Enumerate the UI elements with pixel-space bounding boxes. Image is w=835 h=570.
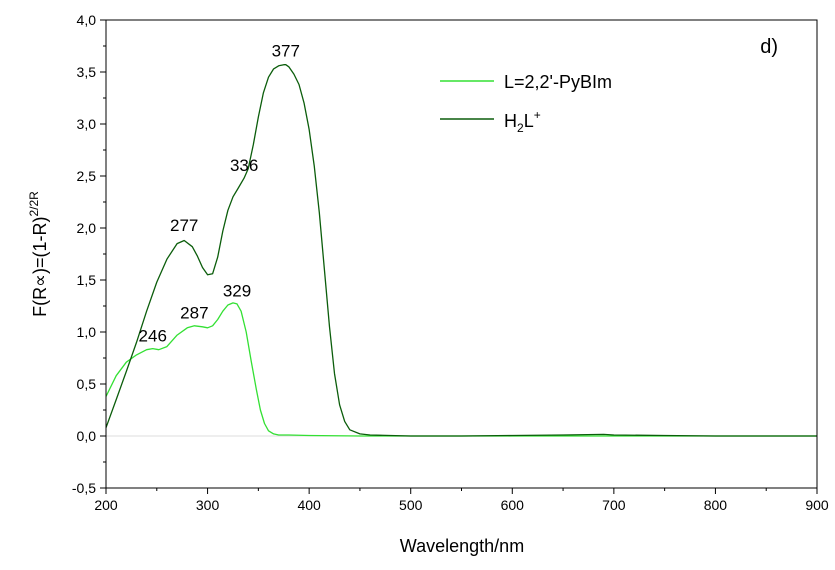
y-tick-label: -0,5 bbox=[72, 480, 96, 496]
x-tick-label: 400 bbox=[297, 497, 321, 513]
legend-h2l-sup: + bbox=[534, 108, 541, 122]
x-tick-label: 600 bbox=[501, 497, 525, 513]
y-axis-title-mid: )=(1-R) bbox=[30, 217, 50, 275]
x-tick-label: 300 bbox=[196, 497, 220, 513]
x-tick-label: 900 bbox=[805, 497, 829, 513]
series-layer bbox=[105, 64, 817, 437]
series-line-pybim bbox=[105, 302, 817, 437]
peak-label: 377 bbox=[272, 41, 300, 60]
y-tick-label: 0,0 bbox=[77, 428, 97, 444]
x-tick-label: 700 bbox=[602, 497, 626, 513]
legend: L=2,2'-PyBIm H2L+ bbox=[440, 72, 612, 135]
proportional-symbol: ∝ bbox=[30, 274, 50, 287]
legend-h2l-base2: L bbox=[524, 111, 534, 131]
peak-label: 277 bbox=[170, 216, 198, 235]
peak-label: 329 bbox=[223, 282, 251, 301]
y-tick-label: 2,0 bbox=[77, 220, 97, 236]
legend-h2l-sub: 2 bbox=[517, 121, 524, 135]
y-axis-title-sup: 2/2R bbox=[27, 191, 41, 217]
y-tick-label: 3,5 bbox=[77, 64, 97, 80]
y-tick-label: 2,5 bbox=[77, 168, 97, 184]
plot-frame bbox=[105, 19, 818, 489]
y-tick-label: 1,5 bbox=[77, 272, 97, 288]
x-axis-ticks: 200 300 400 500 600 700 800 900 bbox=[94, 488, 829, 513]
peak-label: 336 bbox=[230, 156, 258, 175]
x-tick-label: 500 bbox=[399, 497, 423, 513]
peak-label: 287 bbox=[180, 303, 208, 322]
y-axis-title: F(R∝)=(1-R)2/2R bbox=[27, 191, 50, 317]
svg-text:F(R∝)=(1-R)2/2R: F(R∝)=(1-R)2/2R bbox=[27, 191, 50, 317]
legend-label-pybim: L=2,2'-PyBIm bbox=[504, 72, 612, 92]
x-axis-title: Wavelength/nm bbox=[400, 536, 524, 556]
x-tick-label: 200 bbox=[94, 497, 118, 513]
peak-annotations: 377 336 277 287 329 246 bbox=[139, 41, 300, 345]
y-tick-label: 3,0 bbox=[77, 116, 97, 132]
y-axis-title-base: F(R bbox=[30, 287, 50, 317]
y-tick-label: 1,0 bbox=[77, 324, 97, 340]
y-axis-ticks: -0,5 0,0 0,5 1,0 1,5 2,0 2,5 3,0 3,5 4,0 bbox=[72, 12, 106, 496]
axes bbox=[105, 19, 818, 489]
legend-label-h2l: H2L+ bbox=[504, 108, 541, 135]
peak-label: 246 bbox=[139, 326, 167, 345]
x-tick-label: 800 bbox=[704, 497, 728, 513]
panel-label: d) bbox=[760, 36, 778, 58]
legend-h2l-base1: H bbox=[504, 111, 517, 131]
series-line-h2l bbox=[105, 64, 817, 437]
y-tick-label: 4,0 bbox=[77, 12, 97, 28]
y-tick-label: 0,5 bbox=[77, 376, 97, 392]
